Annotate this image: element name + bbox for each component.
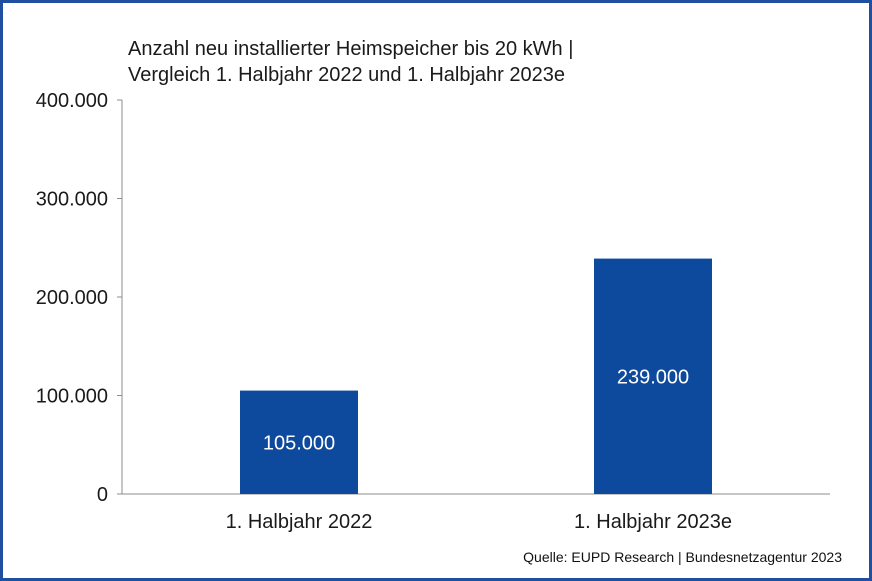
data-label: 239.000	[617, 366, 689, 388]
y-tick-label: 200.000	[36, 287, 108, 309]
chart-title: Anzahl neu installierter Heimspeicher bi…	[128, 36, 573, 88]
chart-title-line-1: Anzahl neu installierter Heimspeicher bi…	[128, 38, 574, 60]
y-tick-label: 400.000	[36, 90, 108, 112]
chart-title-line-2: Vergleich 1. Halbjahr 2022 und 1. Halbja…	[128, 64, 565, 86]
y-tick-label: 300.000	[36, 189, 108, 211]
source-note: Quelle: EUPD Research | Bundesnetzagentu…	[523, 549, 842, 565]
bar	[240, 390, 358, 494]
x-tick-label: 1. Halbjahr 2022	[226, 511, 373, 533]
y-tick-label: 0	[97, 484, 108, 506]
data-label: 105.000	[263, 432, 335, 454]
y-tick-label: 100.000	[36, 386, 108, 408]
x-tick-label: 1. Halbjahr 2023e	[574, 511, 732, 533]
bar	[594, 258, 712, 494]
